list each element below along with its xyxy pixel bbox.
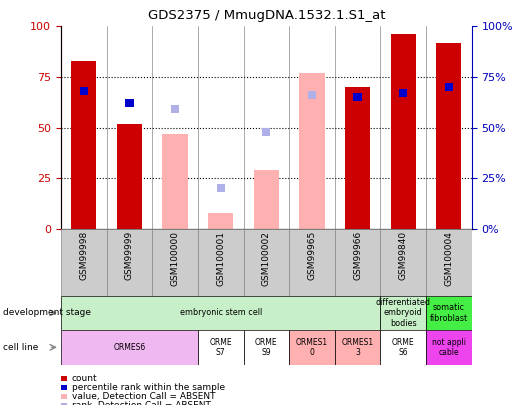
Bar <box>117 124 142 229</box>
Bar <box>243 229 289 296</box>
Text: GSM100001: GSM100001 <box>216 231 225 286</box>
Bar <box>345 87 370 229</box>
Bar <box>299 73 324 229</box>
Bar <box>254 170 279 229</box>
Text: cell line: cell line <box>3 343 38 352</box>
Bar <box>381 296 426 330</box>
Text: GSM99998: GSM99998 <box>80 231 89 280</box>
Text: value, Detection Call = ABSENT: value, Detection Call = ABSENT <box>72 392 215 401</box>
Bar <box>61 229 107 296</box>
Text: development stage: development stage <box>3 308 91 318</box>
Text: GSM99999: GSM99999 <box>125 231 134 280</box>
Text: GSM100000: GSM100000 <box>171 231 180 286</box>
Text: GSM99965: GSM99965 <box>307 231 316 280</box>
Text: GSM100002: GSM100002 <box>262 231 271 286</box>
Bar <box>61 296 381 330</box>
Text: ORMES1
3: ORMES1 3 <box>341 338 374 357</box>
Bar <box>198 229 243 296</box>
Text: percentile rank within the sample: percentile rank within the sample <box>72 383 225 392</box>
Text: differentiated
embryoid
bodies: differentiated embryoid bodies <box>376 298 431 328</box>
Title: GDS2375 / MmugDNA.1532.1.S1_at: GDS2375 / MmugDNA.1532.1.S1_at <box>147 9 385 22</box>
Bar <box>289 229 335 296</box>
Bar <box>335 229 381 296</box>
Text: GSM99840: GSM99840 <box>399 231 408 280</box>
Bar <box>399 89 408 97</box>
Bar <box>426 296 472 330</box>
Text: not appli
cable: not appli cable <box>432 338 466 357</box>
Bar <box>243 330 289 364</box>
Text: GSM100004: GSM100004 <box>444 231 453 286</box>
Bar <box>208 213 233 229</box>
Bar <box>171 105 179 113</box>
Bar <box>107 229 152 296</box>
Bar <box>152 229 198 296</box>
Bar <box>125 99 134 107</box>
Text: ORME
S9: ORME S9 <box>255 338 278 357</box>
Text: ORMES1
0: ORMES1 0 <box>296 338 328 357</box>
Text: ORME
S7: ORME S7 <box>209 338 232 357</box>
Bar <box>426 330 472 364</box>
Bar <box>445 83 453 91</box>
Bar <box>198 330 243 364</box>
Text: count: count <box>72 374 97 383</box>
Text: ORMES6: ORMES6 <box>113 343 146 352</box>
Text: GSM99966: GSM99966 <box>353 231 362 280</box>
Text: somatic
fibroblast: somatic fibroblast <box>430 303 468 322</box>
Bar <box>354 93 361 101</box>
Text: ORME
S6: ORME S6 <box>392 338 414 357</box>
Bar <box>262 128 270 136</box>
Text: rank, Detection Call = ABSENT: rank, Detection Call = ABSENT <box>72 401 210 405</box>
Bar <box>436 43 462 229</box>
Bar <box>381 229 426 296</box>
Bar <box>289 330 335 364</box>
Bar <box>61 330 198 364</box>
Bar <box>426 229 472 296</box>
Bar <box>217 184 225 192</box>
Bar <box>308 91 316 99</box>
Bar <box>391 34 416 229</box>
Bar <box>71 61 96 229</box>
Bar <box>163 134 188 229</box>
Bar <box>381 330 426 364</box>
Text: embryonic stem cell: embryonic stem cell <box>180 308 262 318</box>
Bar <box>80 87 88 95</box>
Bar <box>335 330 381 364</box>
